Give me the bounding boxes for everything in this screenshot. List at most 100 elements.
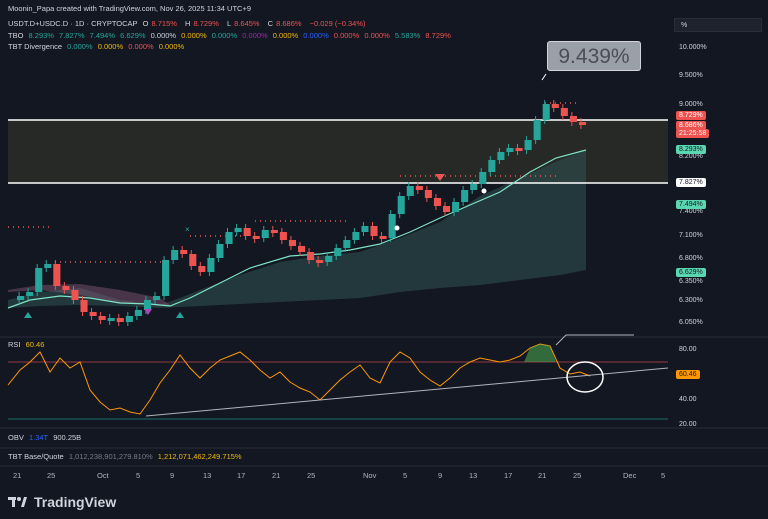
- candle-body: [116, 318, 124, 322]
- price-tick: 7.400%: [679, 208, 703, 215]
- obv-legend[interactable]: OBV 1.34T 900.25B: [8, 433, 82, 442]
- low-value: 8.645%: [234, 19, 260, 28]
- candle-body: [279, 232, 287, 240]
- price-tick: 6.300%: [679, 297, 703, 304]
- price-callout[interactable]: 9.439%: [547, 41, 641, 71]
- candle-body: [488, 160, 496, 172]
- x-tick: 5: [661, 471, 666, 480]
- symbol-legend[interactable]: USDT.D+USDC.D · 1D · CRYPTOCAP O 8.715% H…: [8, 19, 366, 28]
- candle-body: [551, 104, 559, 108]
- candle-body: [379, 236, 387, 239]
- candle-body: [216, 244, 224, 258]
- candle-body: [234, 228, 242, 232]
- x-tick: 25: [307, 471, 316, 480]
- brand-name: TradingView: [34, 494, 117, 510]
- candle-body: [433, 198, 441, 206]
- tbt-divergence-legend[interactable]: TBT Divergence 0.000% 0.000% 0.000% 0.00…: [8, 42, 185, 51]
- candle-body: [533, 120, 541, 140]
- tradingview-logo[interactable]: TradingView: [8, 494, 116, 510]
- x-tick: 5: [136, 471, 141, 480]
- candle-body: [62, 286, 70, 290]
- candle-body: [352, 232, 360, 240]
- candle-body: [560, 108, 568, 116]
- candle-body: [506, 148, 514, 152]
- price-badge-ma2: 7.494%: [676, 200, 706, 209]
- candle-body: [198, 266, 206, 272]
- rsi-tick: 80.00: [679, 346, 697, 353]
- rsi-badge: 60.46: [676, 370, 700, 379]
- price-badge-level: 7.827%: [676, 178, 706, 187]
- x-tick: 13: [469, 471, 478, 480]
- candle-body: [44, 264, 52, 268]
- candle-body: [470, 184, 478, 190]
- candle-body: [225, 232, 233, 244]
- candle-body: [424, 190, 432, 198]
- candle-body: [325, 256, 333, 262]
- candle-body: [343, 240, 351, 248]
- candle-body: [71, 290, 79, 300]
- percent-scale-button[interactable]: %: [674, 18, 762, 32]
- x-tick: Dec: [623, 471, 637, 480]
- candle-body: [17, 296, 25, 300]
- x-tick: 9: [438, 471, 443, 480]
- candle-body: [397, 196, 405, 214]
- candle-body: [461, 190, 469, 202]
- candle-body: [162, 260, 170, 296]
- price-badge-ma1: 8.293%: [676, 145, 706, 154]
- x-tick: 21: [13, 471, 22, 480]
- price-tick: 6.050%: [679, 319, 703, 326]
- price-tick: 8.200%: [679, 153, 703, 160]
- candle-body: [261, 230, 269, 238]
- candle-body: [452, 202, 460, 212]
- candle-body: [406, 186, 414, 196]
- tbt-base-quote-legend[interactable]: TBT Base/Quote 1,012,238,901,279.810% 1,…: [8, 452, 242, 461]
- candle-body: [107, 318, 115, 321]
- candle-body: [361, 226, 369, 232]
- svg-text:×: ×: [185, 225, 190, 234]
- candle-body: [89, 312, 97, 316]
- x-tick: 21: [272, 471, 281, 480]
- symbol-name[interactable]: USDT.D+USDC.D · 1D · CRYPTOCAP: [8, 19, 138, 28]
- x-tick: Nov: [363, 471, 377, 480]
- high-value: 8.729%: [193, 19, 219, 28]
- candle-body: [569, 116, 577, 122]
- countdown-badge: 21:25:58: [676, 129, 710, 138]
- price-badge-high: 8.729%: [676, 111, 706, 120]
- price-tick: 9.000%: [679, 101, 703, 108]
- candle-body: [370, 226, 378, 236]
- candle-body: [180, 250, 188, 254]
- candle-body: [542, 104, 550, 120]
- candle-body: [415, 186, 423, 190]
- tbo-legend[interactable]: TBO 8.293% 7.827% 7.494% 6.629% 0.000% 0…: [8, 31, 451, 40]
- candle-body: [53, 264, 61, 286]
- x-tick: 9: [170, 471, 175, 480]
- candle-body: [316, 260, 324, 263]
- candle-body: [80, 300, 88, 312]
- rsi-legend[interactable]: RSI 60.46: [8, 340, 45, 349]
- candle-body: [524, 140, 532, 150]
- price-tick: 6.800%: [679, 255, 703, 262]
- close-value: 8.686%: [276, 19, 302, 28]
- candle-body: [515, 148, 523, 151]
- candle-body: [207, 258, 215, 272]
- x-tick: Oct: [97, 471, 109, 480]
- price-tick: 9.500%: [679, 72, 703, 79]
- candle-body: [153, 296, 161, 300]
- rsi-tick: 40.00: [679, 396, 697, 403]
- candle-body: [143, 300, 151, 310]
- x-tick: 21: [538, 471, 547, 480]
- candle-body: [307, 252, 315, 260]
- footer: [0, 486, 768, 519]
- candle-body: [298, 246, 306, 252]
- candle-body: [270, 230, 278, 233]
- candle-body: [189, 254, 197, 266]
- chart-credit: Moonin_Papa created with TradingView.com…: [8, 4, 251, 13]
- candle-body: [443, 206, 451, 212]
- price-tick: 7.100%: [679, 232, 703, 239]
- change-value: −0.029 (−0.34%): [309, 19, 366, 28]
- candle-body: [134, 310, 142, 316]
- candle-body: [125, 316, 133, 322]
- candle-body: [26, 292, 34, 296]
- candle-body: [497, 152, 505, 160]
